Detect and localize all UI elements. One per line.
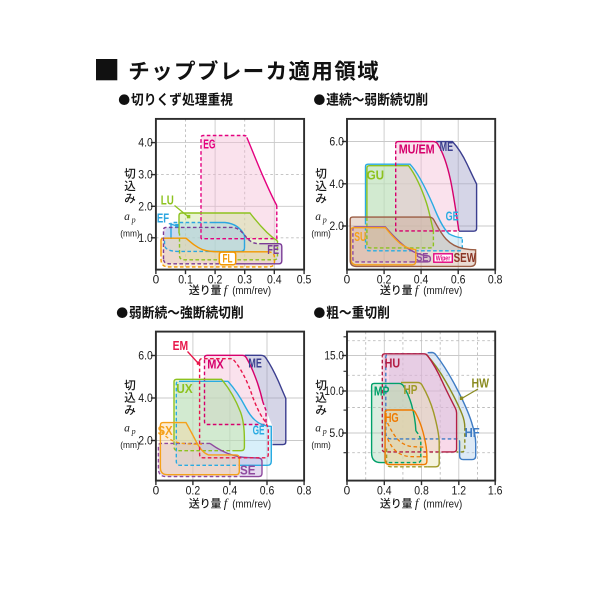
svg-text:ME: ME (248, 357, 262, 371)
svg-text:0.2: 0.2 (377, 273, 392, 286)
svg-text:0.2: 0.2 (186, 485, 201, 498)
svg-text:HW: HW (472, 375, 490, 390)
svg-text:0.2: 0.2 (208, 273, 223, 286)
svg-text:SEW: SEW (454, 251, 476, 265)
svg-text:(mm): (mm) (311, 228, 331, 238)
svg-text:HG: HG (385, 410, 399, 425)
svg-text:3.0: 3.0 (138, 169, 153, 182)
svg-text:0.5: 0.5 (297, 273, 312, 286)
svg-text:0: 0 (344, 273, 351, 286)
svg-text:p: p (322, 427, 327, 436)
svg-text:(mm): (mm) (311, 440, 331, 450)
svg-text:MP: MP (374, 384, 390, 399)
svg-text:f: f (415, 283, 420, 297)
svg-text:EM: EM (173, 338, 189, 353)
svg-text:SU: SU (354, 229, 366, 244)
svg-text:FE: FE (267, 243, 279, 257)
svg-text:LU: LU (161, 192, 174, 207)
svg-text:a: a (315, 211, 321, 223)
svg-text:p: p (131, 215, 136, 224)
svg-text:0: 0 (153, 485, 160, 498)
svg-text:(mm/rev): (mm/rev) (232, 285, 271, 297)
svg-text:SE: SE (240, 463, 256, 477)
svg-text:15.0: 15.0 (324, 350, 344, 363)
svg-text:4.0: 4.0 (138, 137, 153, 150)
svg-text:FL: FL (223, 251, 233, 265)
svg-text:MX: MX (207, 356, 224, 371)
svg-text:1.6: 1.6 (488, 485, 503, 498)
svg-text:UX: UX (176, 381, 193, 396)
svg-text:6.0: 6.0 (138, 350, 153, 363)
svg-text:0.4: 0.4 (377, 485, 392, 498)
svg-text:0.3: 0.3 (237, 273, 252, 286)
svg-text:GE: GE (253, 424, 265, 438)
svg-text:Wiper: Wiper (436, 256, 451, 263)
svg-text:5.0: 5.0 (329, 427, 344, 440)
svg-text:(mm): (mm) (120, 228, 140, 238)
svg-text:a: a (315, 422, 321, 434)
svg-text:a: a (124, 422, 130, 434)
svg-text:HP: HP (404, 382, 418, 397)
svg-text:6.0: 6.0 (329, 136, 344, 149)
svg-text:HF: HF (465, 425, 480, 440)
svg-text:0.8: 0.8 (488, 273, 503, 286)
svg-text:0.6: 0.6 (260, 485, 275, 498)
svg-text:2.0: 2.0 (138, 435, 153, 448)
svg-text:0.4: 0.4 (414, 273, 429, 286)
svg-text:p: p (131, 427, 136, 436)
svg-text:SE: SE (416, 251, 428, 265)
svg-text:p: p (322, 215, 327, 224)
svg-text:2.0: 2.0 (138, 200, 153, 213)
svg-text:0: 0 (153, 273, 160, 286)
svg-text:(mm/rev): (mm/rev) (423, 285, 462, 297)
svg-text:GU: GU (367, 167, 385, 182)
svg-text:f: f (224, 497, 229, 511)
svg-text:0.8: 0.8 (414, 485, 429, 498)
svg-text:4.0: 4.0 (329, 178, 344, 191)
svg-text:0.8: 0.8 (297, 485, 312, 498)
svg-text:10.0: 10.0 (324, 385, 344, 398)
svg-text:(mm/rev): (mm/rev) (423, 499, 462, 511)
svg-text:0.6: 0.6 (451, 273, 466, 286)
svg-text:EG: EG (203, 137, 215, 152)
svg-text:EF: EF (157, 210, 169, 225)
svg-text:2.0: 2.0 (329, 220, 344, 233)
svg-text:a: a (124, 211, 130, 223)
svg-text:0.4: 0.4 (267, 273, 282, 286)
svg-text:f: f (415, 497, 420, 511)
svg-text:GE: GE (446, 210, 459, 224)
svg-text:1.2: 1.2 (452, 485, 467, 498)
svg-text:0.4: 0.4 (223, 485, 238, 498)
svg-text:(mm): (mm) (120, 440, 140, 450)
svg-text:1.0: 1.0 (138, 232, 153, 245)
svg-text:(mm/rev): (mm/rev) (232, 499, 271, 511)
svg-text:SX: SX (158, 423, 173, 438)
svg-text:4.0: 4.0 (138, 392, 153, 405)
svg-text:0.1: 0.1 (178, 273, 193, 286)
svg-text:f: f (224, 283, 229, 297)
svg-text:MU/EM: MU/EM (399, 142, 435, 156)
svg-text:ME: ME (440, 140, 454, 154)
svg-text:0: 0 (344, 485, 351, 498)
svg-text:HU: HU (385, 355, 401, 370)
